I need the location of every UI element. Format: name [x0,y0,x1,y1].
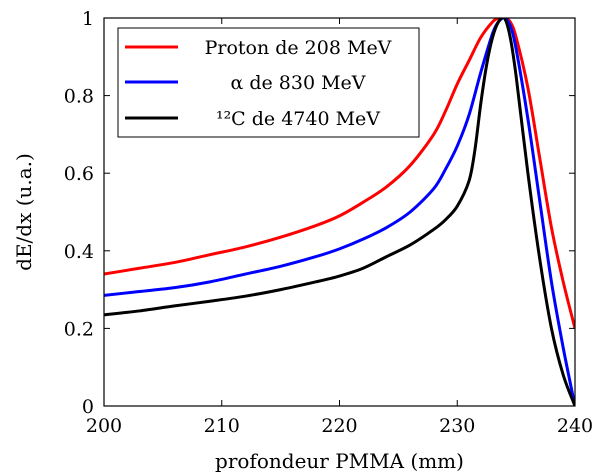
y-axis-label: dE/dx (u.a.) [12,153,36,271]
y-tick-label: 0.4 [64,241,94,263]
x-tick-label: 210 [204,415,240,437]
legend-label-proton: Proton de 208 MeV [205,37,392,59]
y-tick-label: 1 [82,8,94,30]
x-tick-label: 230 [439,415,475,437]
x-tick-label: 220 [321,415,357,437]
series-line-carbon [104,18,575,406]
y-tick-label: 0.2 [64,318,94,340]
legend: Proton de 208 MeV α de 830 MeV ¹²C de 47… [117,27,420,138]
y-tick-label: 0.6 [64,163,94,185]
series-line-proton [104,18,575,329]
legend-label-carbon: ¹²C de 4740 MeV [216,108,380,130]
series-line-alpha [104,18,575,406]
x-tick-label: 200 [86,415,122,437]
x-tick-label: 240 [557,415,593,437]
legend-label-alpha: α de 830 MeV [230,72,365,94]
x-axis-label: profondeur PMMA (mm) [215,449,464,473]
y-tick-label: 0.8 [64,86,94,108]
y-tick-label: 0 [82,396,94,418]
series-layer [104,18,575,406]
ticks-layer: 200 210 220 230 240 0 0.2 0.4 0.6 0.8 1 [64,8,593,437]
